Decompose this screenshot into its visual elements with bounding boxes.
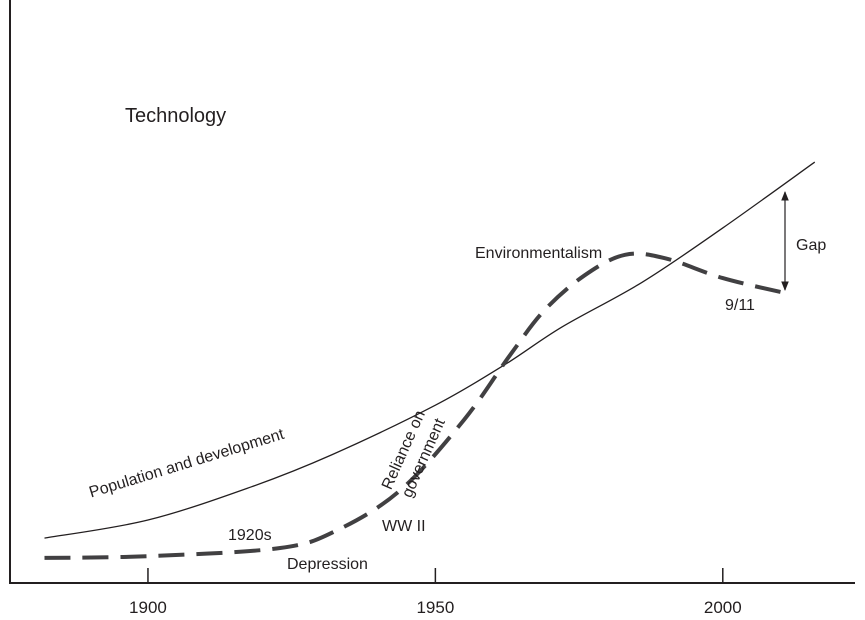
annotation: Depression xyxy=(287,556,368,573)
annotation: 1920s xyxy=(228,527,272,544)
annotation: Environmentalism xyxy=(475,245,602,262)
annotation: Population and development xyxy=(87,426,286,502)
line xyxy=(44,161,816,539)
dashed-line xyxy=(44,251,787,560)
y-axis-label: Technology xyxy=(125,105,226,127)
annotation: 9/11 xyxy=(725,297,755,314)
annotation: Gap xyxy=(796,237,826,254)
x-tick-label: 1900 xyxy=(129,598,167,617)
x-tick-label: 1950 xyxy=(416,598,454,617)
annotation: WW II xyxy=(382,518,426,535)
x-tick-label: 2000 xyxy=(704,598,742,617)
